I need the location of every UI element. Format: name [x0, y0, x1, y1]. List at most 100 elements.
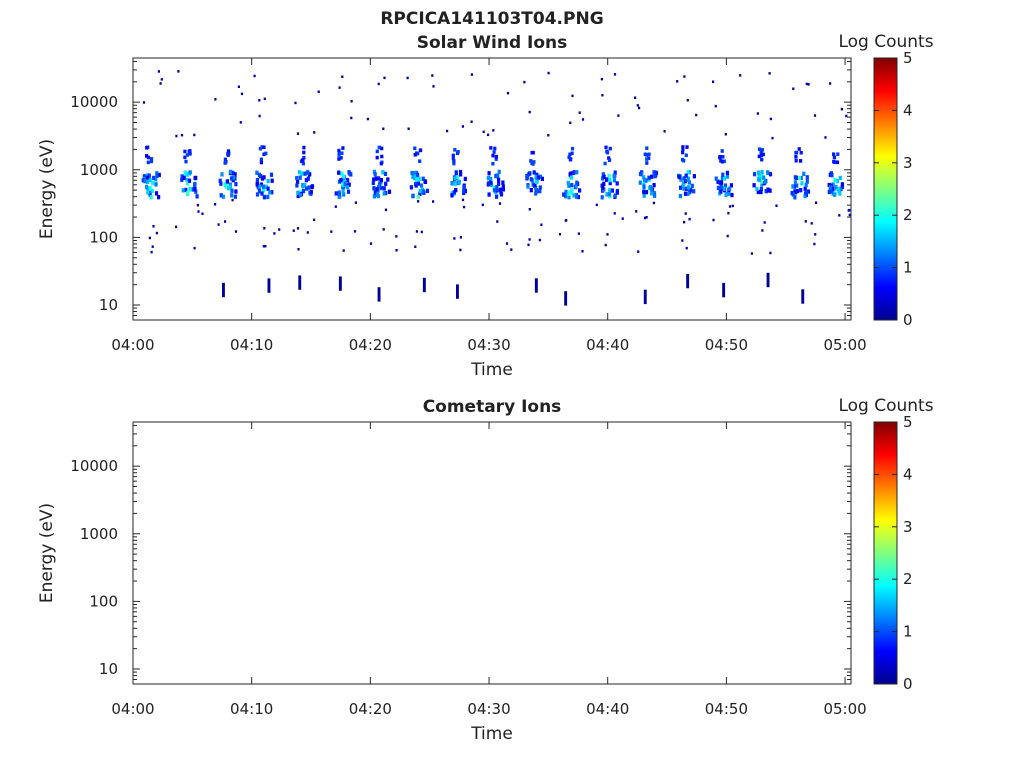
heatmap-cell — [722, 176, 727, 181]
heatmap-cell — [302, 150, 306, 155]
heatmap-cell — [683, 75, 686, 78]
heatmap-cell — [453, 237, 456, 240]
heatmap-cell — [416, 194, 420, 200]
heatmap-cell — [264, 151, 268, 156]
heatmap-cell — [298, 275, 302, 290]
heatmap-cell — [649, 191, 654, 196]
heatmap-cell — [453, 181, 457, 187]
heatmap-cell — [652, 183, 656, 188]
heatmap-cell — [804, 190, 808, 196]
heatmap-cell — [374, 176, 378, 181]
heatmap-cell — [380, 154, 384, 159]
heatmap-cell — [814, 233, 817, 236]
heatmap-cell — [793, 195, 797, 200]
heatmap-cell — [492, 185, 496, 191]
colorbar-tick-label: 1 — [903, 259, 913, 277]
heatmap-cell — [720, 176, 724, 181]
heatmap-cell — [570, 190, 574, 195]
heatmap-cell — [340, 171, 344, 176]
heatmap-cell — [644, 190, 649, 195]
heatmap-cell — [462, 189, 466, 194]
heatmap-cell — [562, 192, 566, 197]
heatmap-cell — [377, 287, 381, 302]
heatmap-cell — [799, 188, 803, 193]
heatmap-cell — [496, 220, 499, 223]
heatmap-cell — [525, 174, 529, 179]
heatmap-cell — [725, 174, 730, 179]
heatmap-cell — [234, 189, 238, 194]
heatmap-cell — [642, 184, 646, 189]
heatmap-cell — [638, 180, 642, 185]
heatmap-cell — [155, 171, 159, 176]
x-tick-label: 04:50 — [705, 700, 748, 718]
heatmap-cell — [230, 188, 234, 193]
heatmap-cell — [489, 176, 493, 182]
heatmap-cell — [343, 181, 347, 186]
heatmap-cell — [184, 187, 188, 193]
heatmap-cell — [148, 192, 152, 197]
heatmap-cell — [567, 195, 571, 200]
x-tick-label: 04:20 — [349, 700, 392, 718]
heatmap-cell — [650, 174, 654, 179]
heatmap-cell — [313, 218, 316, 222]
heatmap-cell — [263, 227, 266, 230]
heatmap-cell — [535, 179, 539, 184]
heatmap-cell — [570, 146, 575, 151]
heatmap-cell — [679, 177, 683, 182]
heatmap-cell — [152, 175, 156, 181]
heatmap-cell — [154, 182, 158, 187]
heatmap-cell — [297, 170, 302, 175]
heatmap-cell — [575, 194, 579, 199]
heatmap-cell — [470, 73, 473, 76]
heatmap-cell — [157, 70, 160, 73]
heatmap-cell — [341, 146, 345, 150]
heatmap-cell — [564, 194, 568, 199]
heatmap-cell — [581, 250, 584, 253]
heatmap-cell — [684, 173, 688, 178]
heatmap-cell — [372, 169, 376, 174]
heatmap-cell — [719, 189, 723, 194]
heatmap-cell — [615, 181, 619, 186]
colorbar-tick-label: 0 — [903, 675, 913, 693]
heatmap-cell — [494, 157, 498, 161]
heatmap-cell — [146, 187, 150, 192]
heatmap-cell — [613, 73, 617, 76]
heatmap-cell — [330, 230, 333, 233]
heatmap-cell — [643, 216, 647, 220]
heatmap-cell — [419, 183, 424, 188]
heatmap-cell — [233, 194, 237, 199]
heatmap-cell — [193, 246, 196, 250]
heatmap-cell — [255, 178, 259, 183]
heatmap-cell — [800, 181, 804, 186]
heatmap-cell — [295, 175, 299, 181]
heatmap-cell — [452, 161, 456, 166]
y-tick-label: 10 — [99, 660, 118, 678]
heatmap-cell — [832, 186, 836, 191]
heatmap-cell — [803, 193, 807, 199]
heatmap-cell — [719, 183, 724, 188]
heatmap-cell — [462, 184, 466, 190]
heatmap-cell — [145, 146, 149, 150]
heatmap-cell — [218, 178, 222, 183]
heatmap-cell — [255, 170, 259, 175]
colorbar-tick-label: 4 — [903, 101, 913, 119]
heatmap-cell — [840, 107, 843, 111]
heatmap-cell — [528, 238, 531, 241]
heatmap-cell — [337, 170, 341, 175]
heatmap-cell — [371, 180, 375, 185]
heatmap-cell — [615, 190, 619, 195]
heatmap-cell — [682, 176, 686, 181]
heatmap-cell — [382, 191, 386, 196]
heatmap-cell — [375, 155, 379, 160]
heatmap-cell — [145, 173, 149, 178]
heatmap-cell — [578, 188, 582, 193]
heatmap-cell — [723, 183, 728, 188]
heatmap-cell — [264, 184, 268, 189]
x-tick-label: 04:00 — [111, 336, 154, 354]
heatmap-cell — [298, 193, 303, 198]
heatmap-cell — [717, 185, 721, 191]
heatmap-cell — [183, 155, 187, 160]
heatmap-cell — [729, 183, 733, 188]
heatmap-cell — [337, 194, 341, 199]
heatmap-cell — [422, 277, 426, 293]
